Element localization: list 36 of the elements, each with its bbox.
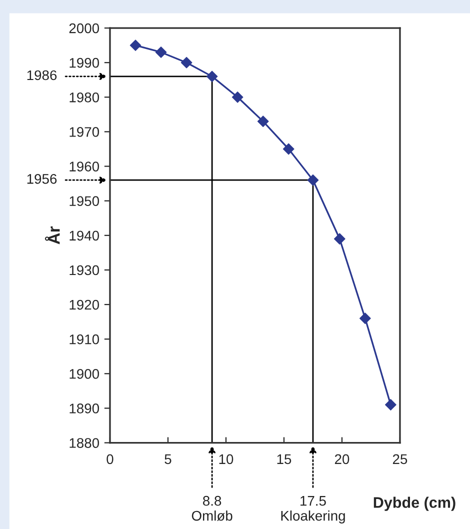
y-tick-label: 1930 <box>70 265 100 276</box>
y-axis-title: År <box>44 226 60 244</box>
y-tick-label: 1880 <box>70 438 100 448</box>
x-tick-label: 20 <box>334 454 350 464</box>
x-tick-label: 15 <box>277 454 292 464</box>
point <box>307 174 319 186</box>
ref-line-label: 1956 <box>27 174 57 184</box>
point <box>334 233 346 245</box>
ref-line-label: 17.5 Kloakering <box>281 496 345 524</box>
y-tick-label: 2000 <box>69 23 100 34</box>
y-tick-label: 1940 <box>70 230 100 241</box>
x-tick-label: 5 <box>164 454 172 464</box>
x-tick-label: 10 <box>219 454 234 464</box>
x-axis-title: Dybde (cm) <box>374 496 456 511</box>
point <box>232 91 244 103</box>
point <box>359 312 371 324</box>
x-tick-label: 25 <box>392 454 408 464</box>
y-tick-label: 1920 <box>70 300 100 310</box>
x-tick-label: 0 <box>106 454 114 464</box>
point <box>257 116 269 128</box>
point <box>206 70 218 82</box>
y-tick-label: 1990 <box>70 58 100 68</box>
y-tick-label: 1970 <box>70 127 100 137</box>
y-tick-label: 1950 <box>70 196 100 206</box>
ref-line-label: 8.8 Omløb <box>192 496 232 521</box>
y-tick-label: 1960 <box>70 162 100 172</box>
y-tick-label: 1890 <box>70 404 100 414</box>
y-tick-label: 1910 <box>70 334 100 344</box>
point <box>180 56 192 68</box>
point <box>282 143 294 155</box>
y-tick-label: 1980 <box>70 92 100 102</box>
ref-line-label: 1986 <box>27 70 57 80</box>
point <box>130 40 142 51</box>
point <box>155 46 167 58</box>
y-tick-label: 1900 <box>70 368 100 379</box>
point <box>385 399 396 410</box>
